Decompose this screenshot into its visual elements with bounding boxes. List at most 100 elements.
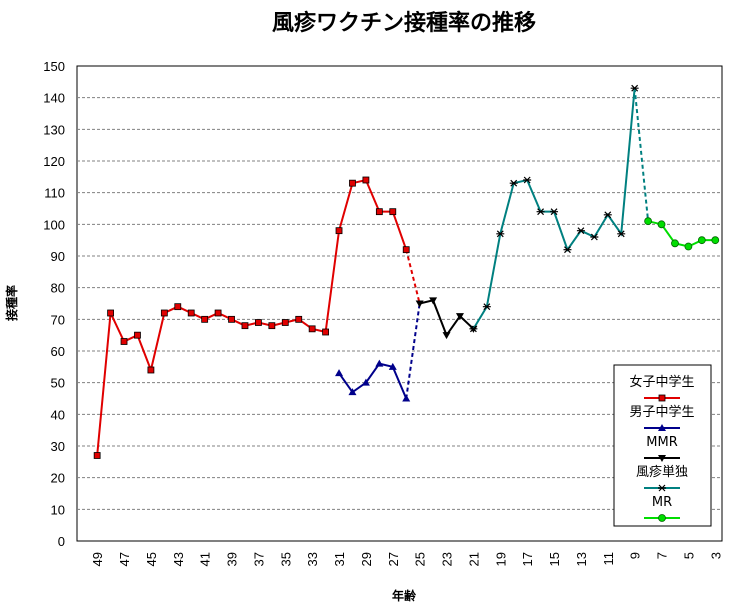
data-point [295, 315, 303, 323]
series-line [338, 362, 408, 399]
data-point [415, 300, 424, 308]
data-point [630, 84, 639, 92]
data-point [255, 319, 262, 326]
legend-label: MMR [646, 435, 677, 450]
data-point [107, 309, 114, 317]
data-point [657, 220, 666, 229]
chart-title: 風疹ワクチン接種率の推移 [272, 10, 536, 36]
data-point [550, 208, 559, 216]
data-point [644, 217, 652, 226]
data-point [455, 313, 464, 321]
series-group [93, 176, 410, 459]
y-tick-label: 30 [51, 439, 65, 454]
y-tick-label: 0 [58, 534, 65, 549]
data-point [402, 246, 410, 254]
data-point [563, 246, 572, 254]
y-tick-label: 60 [51, 344, 65, 359]
data-point [160, 309, 168, 317]
data-point [671, 239, 679, 248]
data-point [388, 362, 397, 370]
y-tick-label: 10 [51, 502, 65, 517]
data-point [617, 230, 626, 238]
data-point [469, 325, 478, 333]
x-tick-label: 31 [332, 552, 347, 566]
y-tick-label: 120 [43, 154, 65, 169]
x-tick-label: 21 [466, 552, 481, 566]
y-tick-label: 90 [51, 249, 65, 264]
x-tick-label: 41 [198, 552, 213, 566]
y-axis-title: 接種率 [4, 285, 19, 321]
x-tick-label: 45 [144, 552, 159, 566]
data-point [134, 331, 141, 339]
legend-box [613, 364, 712, 527]
data-point [375, 359, 384, 367]
data-point [147, 366, 155, 374]
data-point [684, 242, 693, 251]
data-point [603, 211, 612, 219]
legend-label: MR [652, 495, 672, 510]
data-point [658, 514, 666, 522]
data-point [308, 325, 316, 333]
data-point [590, 233, 599, 241]
data-series [93, 84, 720, 459]
dashed-connector [633, 88, 650, 222]
data-point [482, 303, 491, 311]
x-tick-label: 17 [520, 552, 535, 566]
x-tick-label: 25 [413, 552, 428, 566]
x-tick-label: 7 [655, 552, 670, 559]
x-tick-label: 5 [681, 552, 696, 559]
x-tick-label: 33 [305, 552, 320, 566]
data-point [375, 208, 383, 216]
data-point [268, 322, 276, 330]
legend-label: 風疹単独 [636, 464, 688, 480]
x-tick-label: 15 [547, 552, 562, 566]
x-tick-label: 39 [225, 552, 240, 566]
x-tick-label: 35 [278, 552, 293, 566]
data-point [536, 208, 545, 216]
x-tick-label: 3 [708, 552, 723, 559]
dashed-connectors [405, 88, 650, 399]
dashed-connector [405, 303, 421, 399]
data-point [348, 388, 357, 396]
x-tick-label: 47 [117, 552, 132, 566]
y-tick-label: 70 [51, 312, 65, 327]
data-point [201, 315, 209, 323]
data-point [120, 338, 128, 345]
y-tick-label: 80 [51, 281, 65, 296]
data-point [429, 297, 438, 305]
y-tick-label: 50 [51, 376, 65, 391]
data-point [523, 176, 532, 184]
data-point [187, 309, 195, 317]
x-tick-label: 37 [251, 552, 266, 566]
y-tick-label: 150 [43, 59, 65, 74]
data-point [389, 208, 397, 216]
legend-label: 男子中学生 [629, 404, 694, 420]
data-point [496, 230, 505, 238]
legend-label: 女子中学生 [629, 374, 694, 390]
data-point [228, 315, 235, 323]
x-tick-label: 23 [440, 552, 455, 566]
x-axis-title: 年齢 [392, 588, 417, 603]
y-tick-label: 40 [51, 407, 65, 422]
data-point [349, 179, 356, 187]
data-point [402, 394, 411, 402]
data-point [241, 322, 249, 330]
data-point [576, 227, 585, 235]
x-tick-label: 9 [628, 552, 643, 559]
data-point [362, 176, 370, 184]
x-tick-label: 19 [493, 552, 508, 566]
data-point [658, 455, 666, 462]
y-tick-label: 130 [43, 122, 65, 137]
data-point [322, 328, 329, 336]
series-group [644, 217, 720, 251]
x-tick-label: 13 [574, 552, 589, 566]
data-point [174, 303, 182, 311]
data-point [658, 394, 666, 402]
data-point [361, 378, 370, 386]
x-tick-label: 29 [359, 552, 374, 566]
data-point [658, 484, 666, 492]
x-axis-ticks: 49 47 45 43 41 39 37 35 33 31 29 27 25 23 21 19 17 15 13 11… [90, 552, 723, 566]
y-axis-ticks: 0 10 20 30 40 50 60 70 80 90 100 110 120 130 140 150 [43, 59, 65, 549]
data-point [711, 236, 720, 245]
